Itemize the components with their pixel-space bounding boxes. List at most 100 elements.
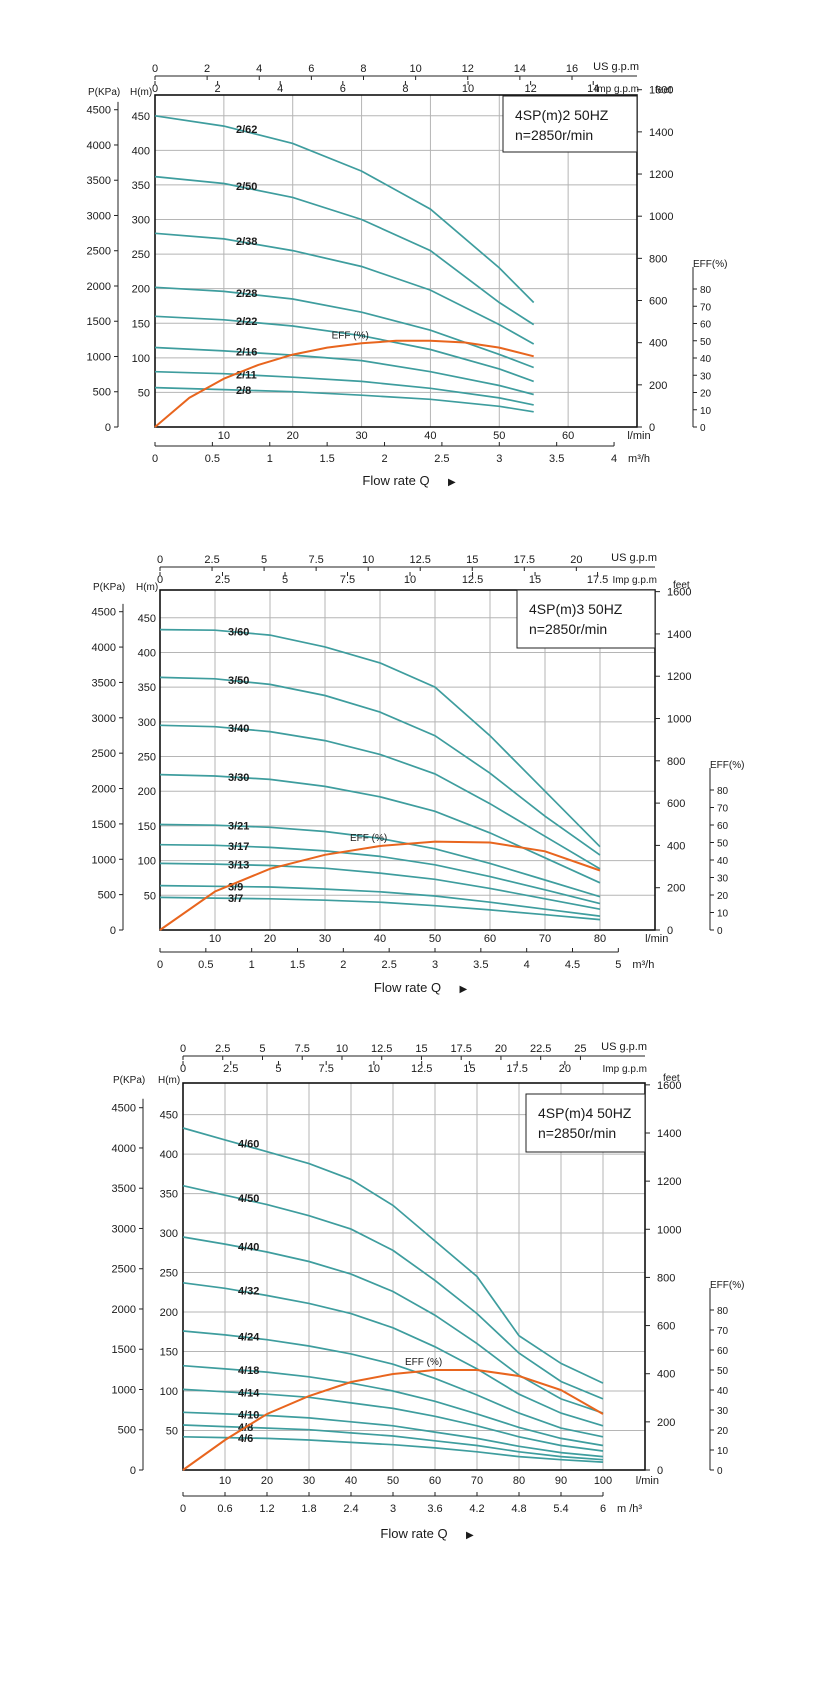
eff-tick-label: 0 [717,926,723,937]
chart-title: 4SP(m)2 50HZ [515,107,609,123]
eff-tick-label: 50 [717,839,729,850]
curve-label: 2/28 [236,288,257,300]
h-tick-label: 450 [132,111,150,123]
pressure-tick-label: 4000 [87,140,111,152]
us-gpm-tick-label: 6 [308,63,314,75]
m3h-tick-label: 4.5 [565,959,580,971]
pressure-tick-label: 3500 [112,1183,136,1195]
lmin-tick-label: 80 [594,933,606,945]
m3h-tick-label: 0.5 [198,959,213,971]
lmin-tick-label: 40 [374,933,386,945]
head-curve-3-9 [159,884,601,917]
us-gpm-unit: US g.p.m [611,552,657,564]
m3h-unit: m³/h [628,453,650,465]
pressure-axis-label: P(KPa) [88,87,120,98]
curve-label: 2/50 [236,181,257,193]
head-curve-4-50 [182,1184,604,1400]
eff-curve-label: EFF (%) [350,833,387,844]
imp-gpm-tick-label: 15 [463,1063,475,1075]
pressure-tick-label: 3000 [87,210,111,222]
m3h-tick-label: 1 [267,453,273,465]
head-curve-4-24 [182,1330,604,1438]
head-curve-4-14 [182,1388,604,1452]
pressure-tick-label: 2500 [92,748,116,760]
h-tick-label: 150 [138,821,156,833]
m3h-tick-label: 1.2 [259,1503,274,1515]
title-box [516,589,656,649]
imp-gpm-tick-label: 12.5 [462,574,483,586]
h-tick-label: 150 [132,318,150,330]
pressure-axis-label: P(KPa) [113,1075,145,1086]
h-tick-label: 350 [160,1189,178,1201]
lmin-unit: l/min [636,1475,659,1487]
pressure-axis-label: P(KPa) [93,582,125,593]
chart-title: 4SP(m)3 50HZ [529,601,623,617]
us-gpm-tick-label: 16 [566,63,578,75]
curve-label: 2/62 [236,124,257,136]
feet-tick-label: 1000 [657,1224,681,1236]
pressure-tick-label: 1000 [112,1384,136,1396]
head-curve-3-7 [159,896,601,921]
head-curve-3-21 [159,823,601,898]
m3h-tick-label: 2.4 [343,1503,358,1515]
imp-gpm-tick-label: 0 [152,83,158,95]
m3h-tick-label: 3 [432,959,438,971]
eff-tick-label: 0 [717,1466,723,1477]
pressure-tick-label: 500 [98,890,116,902]
us-gpm-unit: US g.p.m [601,1041,647,1053]
h-tick-label: 300 [160,1228,178,1240]
eff-tick-label: 10 [717,1446,729,1457]
eff-curve [154,339,534,428]
head-curve-4-6 [182,1435,604,1463]
curve-label: 2/16 [236,347,257,359]
feet-tick-label: 200 [667,883,685,895]
eff-tick-label: 40 [717,1386,729,1397]
feet-tick-label: 800 [649,253,667,265]
us-gpm-tick-label: 0 [152,63,158,75]
imp-gpm-tick-label: 5 [275,1063,281,1075]
head-curve-2-8 [154,386,534,413]
lmin-tick-label: 70 [471,1475,483,1487]
imp-gpm-tick-label: 12.5 [411,1063,432,1075]
feet-tick-label: 200 [657,1417,675,1429]
m3h-tick-label: 2 [340,959,346,971]
head-curve-3-60 [159,628,601,848]
feet-tick-label: 1000 [649,211,673,223]
m3h-tick-label: 4.2 [469,1503,484,1515]
lmin-tick-label: 60 [562,430,574,442]
eff-axis-label: EFF(%) [710,1280,744,1291]
us-gpm-tick-label: 17.5 [450,1043,471,1055]
imp-gpm-tick-label: 2 [215,83,221,95]
curve-label: 2/22 [236,316,257,328]
lmin-tick-label: 70 [539,933,551,945]
pressure-tick-label: 1000 [87,351,111,363]
lmin-tick-label: 50 [493,430,505,442]
head-curve-3-30 [159,773,601,884]
eff-tick-label: 60 [700,320,712,331]
m3h-tick-label: 1 [249,959,255,971]
lmin-tick-label: 50 [387,1475,399,1487]
feet-tick-label: 0 [657,1465,663,1477]
us-gpm-tick-label: 12 [462,63,474,75]
us-gpm-tick-label: 2.5 [215,1043,230,1055]
feet-tick-label: 1400 [667,629,691,641]
imp-gpm-tick-label: 10 [368,1063,380,1075]
us-gpm-tick-label: 20 [495,1043,507,1055]
pressure-tick-label: 500 [93,387,111,399]
imp-gpm-tick-label: 10 [462,83,474,95]
lmin-tick-label: 60 [484,933,496,945]
pressure-tick-label: 2500 [112,1264,136,1276]
curve-label: 3/17 [228,841,249,853]
m3h-tick-label: 1.5 [290,959,305,971]
lmin-tick-label: 10 [219,1475,231,1487]
head-curve-2-62 [154,114,535,304]
imp-gpm-tick-label: 20 [559,1063,571,1075]
curve-label: 3/21 [228,821,249,833]
feet-tick-label: 1400 [657,1128,681,1140]
m3h-tick-label: 3.5 [549,453,564,465]
feet-tick-label: 1600 [649,85,673,97]
us-gpm-tick-label: 10 [336,1043,348,1055]
m3h-tick-label: 3 [496,453,502,465]
eff-tick-label: 40 [700,354,712,365]
lmin-tick-label: 20 [287,430,299,442]
